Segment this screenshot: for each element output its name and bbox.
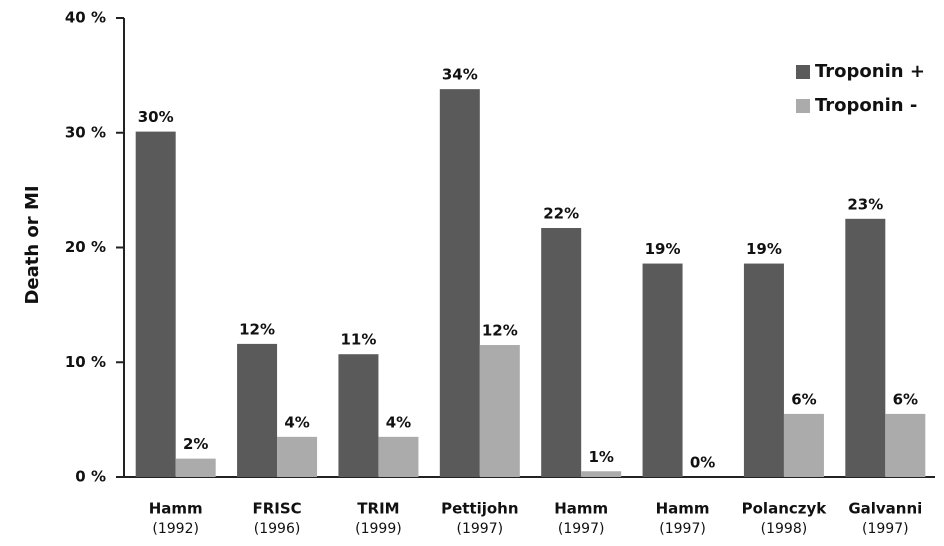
x-tick-label: Polanczyk (742, 500, 828, 518)
value-label: 12% (239, 320, 275, 338)
x-tick-sublabel: (1999) (355, 521, 402, 537)
x-tick-label: Hamm (554, 500, 608, 518)
value-label: 19% (746, 240, 782, 258)
x-tick-sublabel: (1997) (862, 521, 909, 537)
bar (479, 345, 520, 477)
x-tick-label: TRIM (357, 500, 399, 518)
y-tick-label: 10 % (65, 353, 106, 371)
bar (783, 413, 824, 477)
x-tick-sublabel: (1992) (152, 521, 199, 537)
x-tick-label: Pettijohn (441, 500, 518, 518)
value-label: 19% (645, 240, 681, 258)
value-label: 2% (183, 435, 208, 453)
bar (642, 263, 683, 477)
bar (439, 89, 480, 478)
y-tick-label: 30 % (65, 123, 106, 141)
legend-swatch (796, 99, 810, 113)
value-label: 11% (340, 331, 376, 349)
x-tick-label: Hamm (656, 500, 710, 518)
y-tick-label: 40 % (65, 9, 106, 27)
bar (541, 227, 582, 477)
value-label: 22% (543, 204, 579, 222)
bar (743, 263, 784, 477)
value-label: 4% (386, 413, 411, 431)
bar (237, 343, 278, 477)
legend-label: Troponin - (815, 95, 917, 116)
legend-swatch (796, 65, 810, 79)
y-tick-label: 20 % (65, 238, 106, 256)
x-tick-label: Hamm (149, 500, 203, 518)
x-tick-sublabel: (1996) (254, 521, 301, 537)
x-tick-label: FRISC (252, 500, 301, 518)
x-tick-sublabel: (1997) (457, 521, 504, 537)
y-tick-label: 0 % (75, 468, 106, 486)
bar (845, 218, 886, 477)
x-tick-sublabel: (1998) (761, 521, 808, 537)
value-label: 6% (893, 390, 918, 408)
value-label: 12% (482, 322, 518, 340)
bar (338, 354, 379, 477)
legend-label: Troponin + (815, 61, 925, 82)
x-tick-sublabel: (1997) (659, 521, 706, 537)
bar (581, 471, 622, 477)
value-label: 4% (284, 413, 309, 431)
value-label: 1% (588, 448, 613, 466)
bar (135, 131, 176, 478)
y-axis-label: Death or MI (22, 185, 43, 304)
x-tick-sublabel: (1997) (558, 521, 605, 537)
bar (277, 436, 318, 477)
value-label: 34% (442, 66, 478, 84)
bar (378, 436, 419, 477)
bar (175, 458, 216, 477)
bar (885, 413, 926, 477)
value-label: 6% (791, 390, 816, 408)
value-label: 30% (138, 108, 174, 126)
value-label: 0% (690, 454, 715, 472)
value-label: 23% (847, 195, 883, 213)
x-tick-label: Galvanni (848, 500, 922, 518)
